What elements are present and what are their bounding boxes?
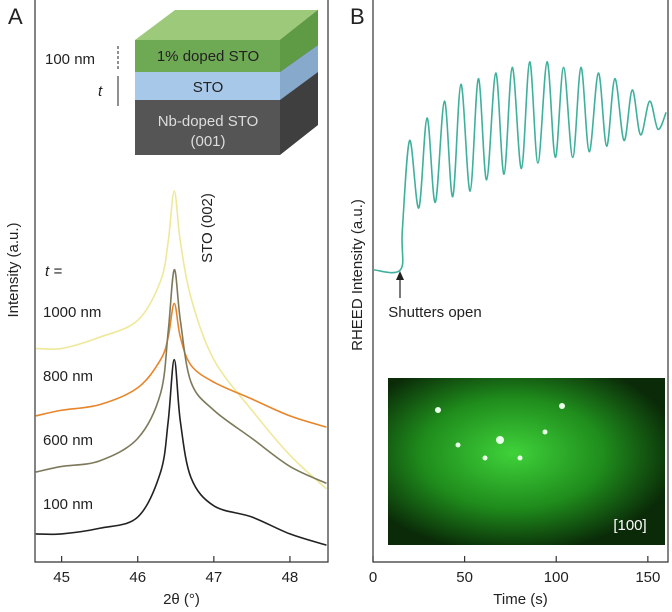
x-tick-label: 46 (129, 569, 146, 586)
series-label: 600 nm (43, 432, 93, 449)
x-tick-label: 45 (53, 569, 70, 586)
inset-label: [100] (613, 517, 646, 534)
layer-doped (135, 40, 280, 72)
x-tick-label: 50 (456, 569, 473, 586)
series-label: 1000 nm (43, 304, 101, 321)
data-line (35, 358, 327, 546)
layer-substrate (135, 100, 280, 155)
layer-label: (001) (190, 133, 225, 150)
thickness-label: t (98, 83, 103, 100)
annotation-arrowhead (396, 271, 404, 280)
y-axis-label: Intensity (a.u.) (5, 222, 22, 317)
spot (517, 455, 523, 461)
data-line (372, 61, 667, 274)
layer-stack: 1% doped STO STO Nb-doped STO (001) 100 … (45, 10, 318, 155)
annotation: t = (45, 263, 62, 280)
spot (496, 436, 504, 444)
x-tick-label: 48 (282, 569, 299, 586)
spot (542, 429, 548, 435)
axis-frame (372, 0, 669, 563)
layer-label: STO (193, 79, 224, 96)
rheed-image (388, 378, 665, 545)
spot (455, 442, 461, 448)
y-axis-label: RHEED Intensity (a.u.) (349, 199, 366, 351)
spot (435, 407, 441, 413)
stack-side-blue (280, 45, 318, 100)
annotation: STO (002) (199, 193, 216, 263)
thickness-label: 100 nm (45, 51, 95, 68)
spot (482, 455, 488, 461)
x-tick-label: 100 (544, 569, 569, 586)
data-line (35, 268, 327, 485)
series-label: 100 nm (43, 496, 93, 513)
x-axis-label: 2θ (°) (163, 591, 200, 608)
stack-side-green (280, 10, 318, 72)
layer-label: Nb-doped STO (158, 113, 259, 130)
x-tick-label: 0 (369, 569, 377, 586)
spot (559, 403, 565, 409)
x-tick-label: 47 (206, 569, 223, 586)
panel-label: B (350, 4, 365, 29)
annotation: Shutters open (388, 304, 481, 321)
rheed-pattern: [100] (388, 378, 665, 545)
data-line (35, 190, 328, 490)
x-tick-label: 150 (635, 569, 660, 586)
stack-top (135, 10, 318, 40)
axis-frame (34, 0, 329, 563)
data-line (35, 302, 327, 428)
x-axis-label: Time (s) (493, 591, 547, 608)
series-label: 800 nm (43, 368, 93, 385)
panel-label: A (8, 4, 23, 29)
layer-label: 1% doped STO (157, 48, 259, 65)
layer-sto (135, 72, 280, 100)
